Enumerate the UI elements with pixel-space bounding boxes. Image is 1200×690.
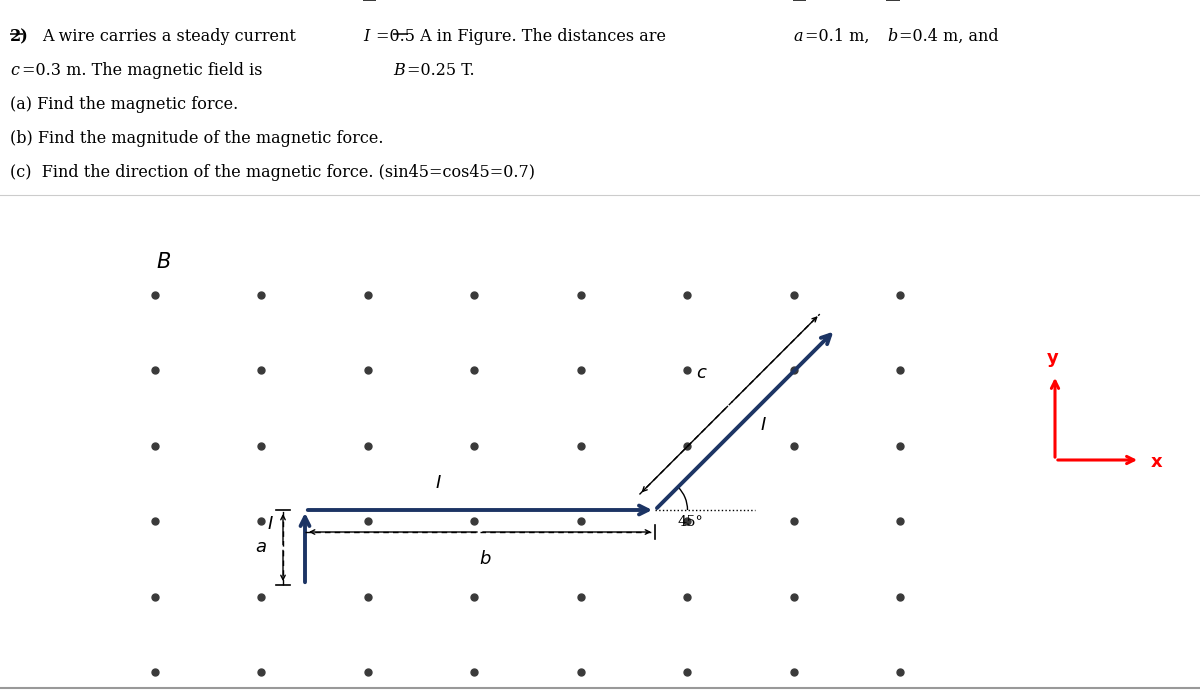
Text: =0.4 m, and: =0.4 m, and	[899, 28, 998, 45]
Text: A wire carries a steady current: A wire carries a steady current	[42, 28, 301, 45]
Text: 45°: 45°	[677, 515, 703, 529]
Text: I: I	[364, 28, 370, 45]
Text: b: b	[887, 28, 898, 45]
Text: $\mathit{B}$: $\mathit{B}$	[156, 252, 172, 272]
Text: $b$: $b$	[479, 550, 491, 568]
Text: (b) Find the magnitude of the magnetic force.: (b) Find the magnitude of the magnetic f…	[10, 130, 384, 147]
Text: $a$: $a$	[256, 538, 266, 557]
Text: a: a	[793, 28, 803, 45]
Text: B: B	[394, 62, 404, 79]
Text: $\mathbf{y}$: $\mathbf{y}$	[1046, 351, 1060, 369]
Text: 2): 2)	[10, 28, 29, 45]
Text: $c$: $c$	[696, 364, 708, 382]
Text: $I$: $I$	[760, 416, 767, 434]
Text: (c)  Find the direction of the magnetic force. (sin45=cos45=0.7): (c) Find the direction of the magnetic f…	[10, 164, 535, 181]
Text: (a) Find the magnetic force.: (a) Find the magnetic force.	[10, 96, 239, 113]
Text: =0.1 m,: =0.1 m,	[805, 28, 875, 45]
Text: =0.25 T.: =0.25 T.	[407, 62, 474, 79]
Text: $\mathbf{x}$: $\mathbf{x}$	[1150, 453, 1163, 471]
Text: =0.5 A in Figure. The distances are: =0.5 A in Figure. The distances are	[376, 28, 671, 45]
Text: =0.3 m. The magnetic field is: =0.3 m. The magnetic field is	[22, 62, 268, 79]
Text: c: c	[10, 62, 19, 79]
Text: $I$: $I$	[434, 474, 442, 492]
Text: $I$: $I$	[266, 515, 274, 533]
